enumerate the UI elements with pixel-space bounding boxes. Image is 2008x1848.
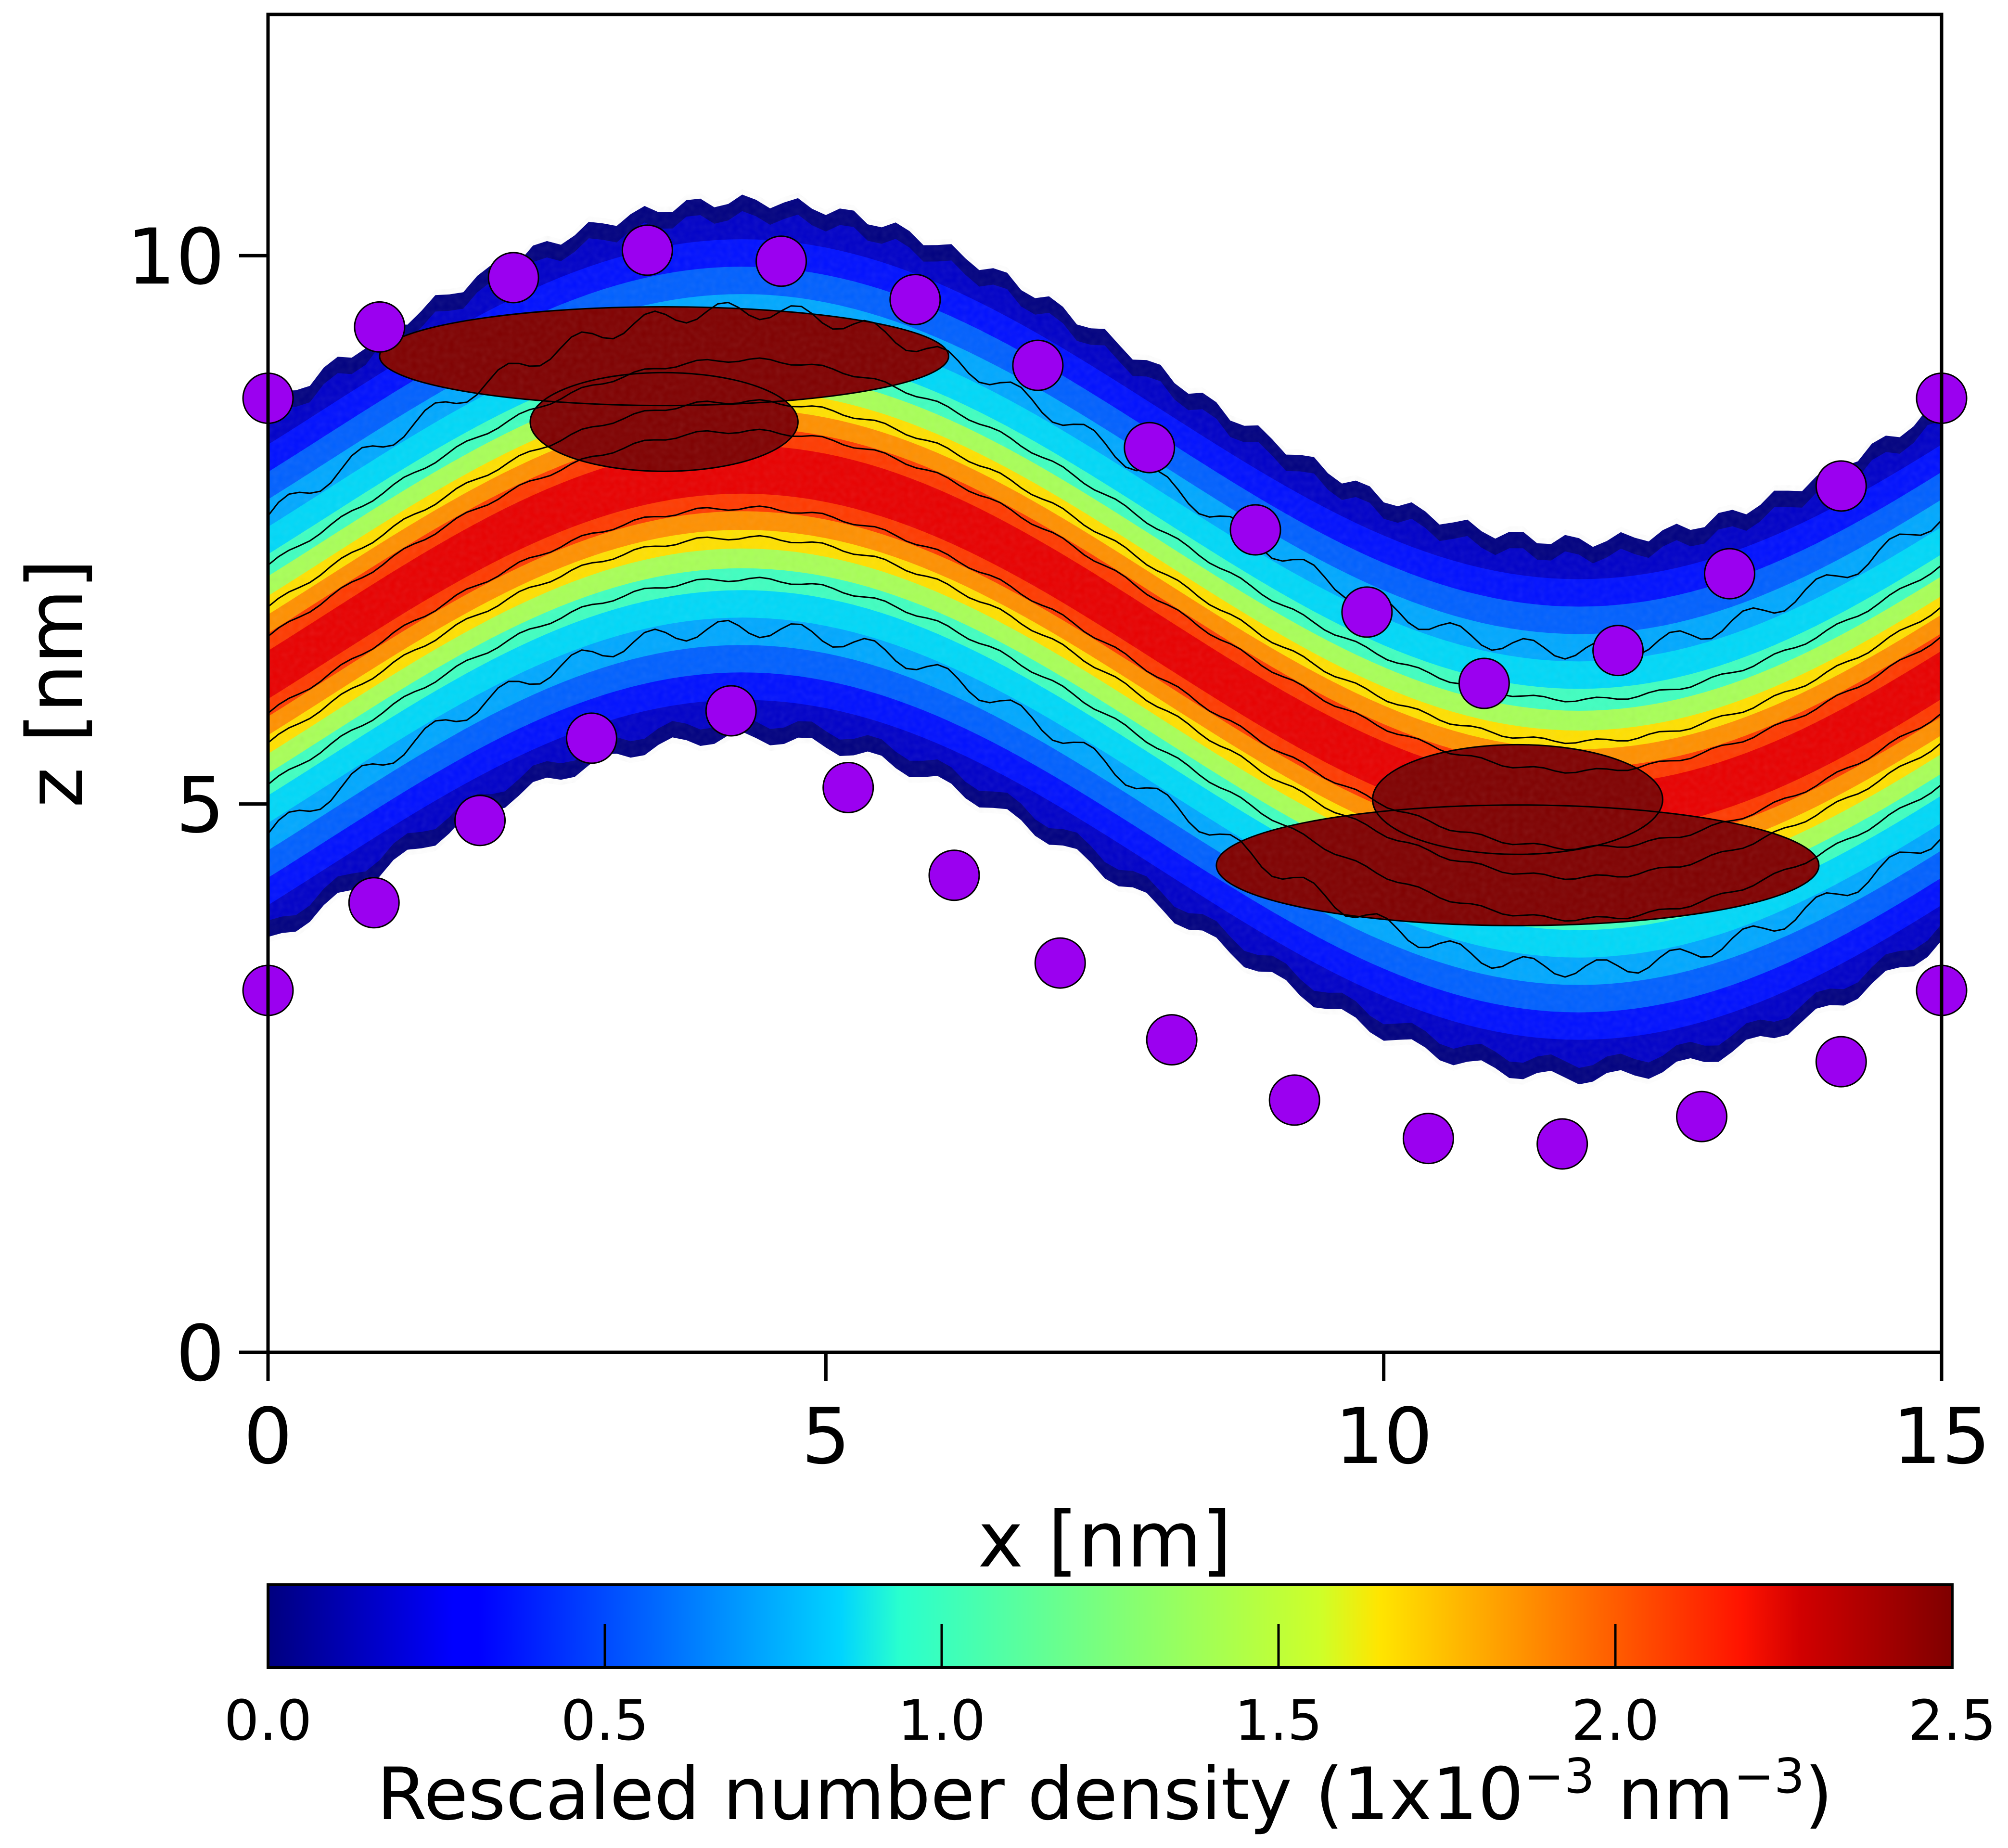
plot-frame bbox=[266, 13, 1944, 1354]
particle-marker bbox=[889, 273, 941, 325]
particle-marker bbox=[1458, 657, 1510, 709]
particle-marker bbox=[1124, 422, 1176, 474]
colorbar-tick-label: 1.5 bbox=[1235, 1689, 1323, 1753]
contour-region-3 bbox=[1371, 744, 1663, 855]
contour-region-0 bbox=[379, 306, 949, 407]
contour-line-1 bbox=[268, 577, 1942, 922]
y-tick-label: 10 bbox=[127, 212, 225, 302]
colorbar-label-exp1: −3 bbox=[1524, 1748, 1595, 1804]
particle-marker bbox=[1536, 1118, 1588, 1170]
colorbar-label-end: ) bbox=[1804, 1753, 1833, 1836]
particle-marker bbox=[822, 761, 874, 813]
contour-region-2 bbox=[1215, 804, 1820, 926]
colorbar bbox=[267, 1583, 1954, 1669]
colorbar-tick-label: 0.0 bbox=[224, 1689, 312, 1753]
x-tick-label: 10 bbox=[1335, 1391, 1433, 1481]
particle-marker bbox=[928, 849, 980, 901]
contour-region-1 bbox=[529, 372, 799, 472]
x-tick-label: 5 bbox=[801, 1391, 850, 1481]
contour-line-7 bbox=[268, 301, 1942, 660]
y-axis-ticks: 0 5 10 bbox=[127, 212, 268, 1399]
y-axis-label: z [nm] bbox=[10, 559, 100, 808]
contour-line-4 bbox=[268, 428, 1942, 774]
particle-marker bbox=[1675, 1091, 1727, 1142]
density-noise-texture bbox=[268, 189, 1942, 1090]
contour-lines bbox=[268, 301, 1942, 978]
particle-marker bbox=[1012, 339, 1064, 391]
colorbar-tick-label: 2.5 bbox=[1908, 1689, 1996, 1753]
colorbar-tick-label: 1.0 bbox=[898, 1689, 986, 1753]
particle-marker bbox=[1229, 504, 1281, 556]
particle-marker bbox=[348, 877, 400, 929]
x-axis-label: x [nm] bbox=[978, 1495, 1232, 1585]
colorbar-tick-label: 0.5 bbox=[561, 1689, 649, 1753]
contour-line-2 bbox=[268, 535, 1942, 880]
x-tick-label: 0 bbox=[243, 1391, 293, 1481]
particle-marker bbox=[487, 252, 539, 304]
particle-marker bbox=[1815, 1036, 1867, 1088]
colorbar-label-exp2: −3 bbox=[1734, 1748, 1804, 1804]
particle-marker bbox=[1703, 548, 1755, 600]
particle-marker bbox=[1402, 1113, 1454, 1165]
colorbar-label-mid: nm bbox=[1595, 1753, 1734, 1836]
x-tick-label: 15 bbox=[1893, 1391, 1991, 1481]
heatmap-bands bbox=[268, 189, 1942, 1090]
particle-marker bbox=[354, 301, 406, 353]
contour-line-3 bbox=[268, 505, 1942, 851]
contour-line-0 bbox=[268, 619, 1942, 978]
particle-marker bbox=[1146, 1014, 1198, 1066]
particle-marker bbox=[1034, 937, 1086, 989]
y-tick-label: 0 bbox=[176, 1309, 225, 1399]
particle-marker bbox=[1268, 1074, 1320, 1126]
particle-marker bbox=[755, 235, 807, 287]
colorbar-label-main: Rescaled number density (1x10 bbox=[377, 1753, 1524, 1836]
colorbar-tick-label: 2.0 bbox=[1572, 1689, 1660, 1753]
colorbar-ticks: 0.0 0.5 1.0 1.5 2.0 2.5 bbox=[224, 1624, 1996, 1753]
particle-marker bbox=[1815, 460, 1867, 512]
contour-line-5 bbox=[268, 399, 1942, 744]
particle-marker bbox=[565, 712, 617, 764]
colorbar-label: Rescaled number density (1x10−3 nm−3) bbox=[377, 1748, 1833, 1836]
x-axis-ticks: 0 5 10 15 bbox=[243, 1352, 1991, 1481]
particle-marker bbox=[621, 224, 673, 276]
particle-marker bbox=[1592, 625, 1644, 677]
particle-marker bbox=[705, 685, 757, 737]
particle-marker bbox=[1341, 586, 1393, 638]
particle-marker bbox=[454, 795, 506, 847]
contour-line-6 bbox=[268, 357, 1942, 703]
y-tick-label: 5 bbox=[176, 760, 225, 850]
